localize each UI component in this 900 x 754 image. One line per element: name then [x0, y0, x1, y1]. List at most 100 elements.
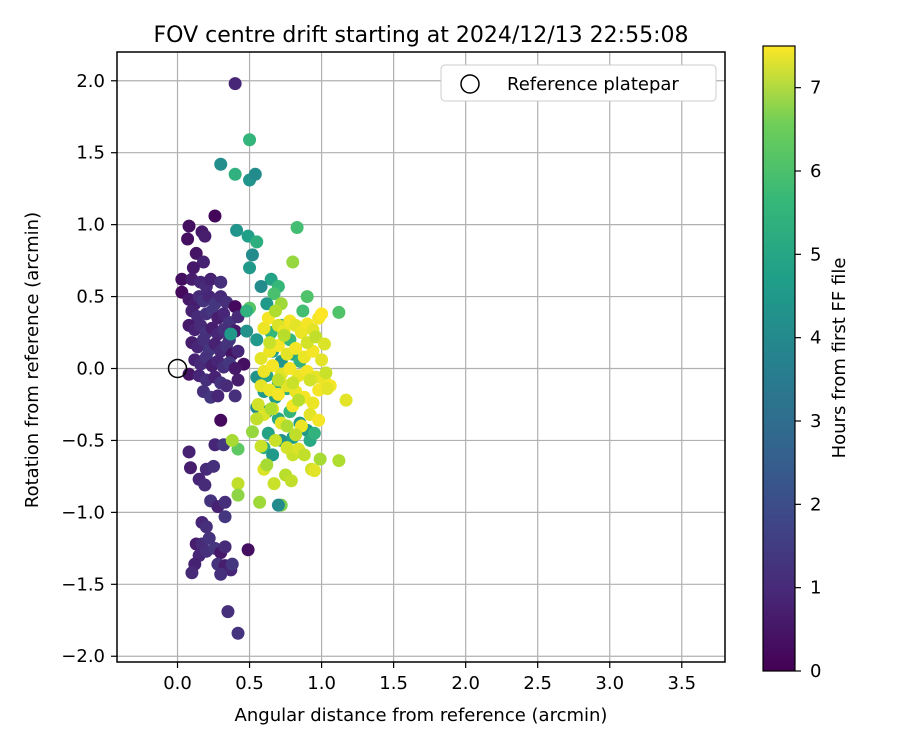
x-tick-label: 3.5 [667, 673, 696, 694]
x-tick-label: 1.5 [379, 673, 408, 694]
scatter-point [250, 412, 264, 426]
scatter-point [313, 452, 327, 466]
colorbar: 0 1 2 3 4 5 6 7 Hours from first FF file [762, 45, 850, 682]
scatter-point [315, 307, 329, 321]
scatter-point [315, 353, 329, 367]
scatter-point [198, 478, 212, 492]
scatter-point [182, 219, 196, 233]
y-tick-label: 0.0 [76, 359, 105, 380]
scatter-point [185, 566, 199, 580]
colorbar-tick-label: 3 [810, 411, 821, 432]
scatter-point [307, 426, 321, 440]
scatter-point [214, 275, 228, 289]
scatter-point [228, 389, 242, 403]
y-tick-label: −1.5 [61, 574, 105, 595]
scatter-point [228, 362, 242, 376]
scatter-point [204, 272, 218, 286]
scatter-point [260, 297, 274, 311]
scatter-point [254, 280, 268, 294]
scatter-point [267, 287, 281, 301]
scatter-point [257, 321, 271, 335]
x-tick-label: 3.0 [595, 673, 624, 694]
scatter-point [183, 461, 197, 475]
scatter-point [309, 330, 323, 344]
scatter-point [268, 433, 282, 447]
scatter-point [199, 520, 213, 534]
scatter-point [312, 413, 326, 427]
scatter-point [300, 290, 314, 304]
x-tick-label: 1.0 [307, 673, 336, 694]
scatter-point [228, 167, 242, 181]
scatter-point [225, 433, 239, 447]
scatter-point [196, 333, 210, 347]
colorbar-tick-label: 1 [810, 578, 821, 599]
colorbar-tick-label: 2 [810, 494, 821, 515]
colorbar-tick-label: 0 [810, 661, 821, 682]
scatter-point [289, 428, 303, 442]
x-tick-label: 0.5 [235, 673, 264, 694]
scatter-point [208, 209, 222, 223]
x-axis-label: Angular distance from reference (arcmin) [235, 705, 608, 726]
colorbar-tick-label: 4 [810, 328, 821, 349]
scatter-point [267, 477, 281, 491]
scatter-point [228, 77, 242, 91]
scatter-point [264, 402, 278, 416]
chart-title: FOV centre drift starting at 2024/12/13 … [154, 23, 689, 48]
scatter-point [225, 557, 239, 571]
scatter-point [231, 477, 245, 491]
scatter-point [202, 531, 216, 545]
scatter-point [268, 304, 282, 318]
scatter-point [319, 366, 333, 380]
y-tick-label: −1.0 [61, 502, 105, 523]
scatter-point [231, 626, 245, 640]
scatter-point [243, 261, 257, 275]
scatter-point [289, 341, 303, 355]
scatter-point [196, 255, 210, 269]
scatter-point [251, 397, 265, 411]
scatter-point [292, 393, 306, 407]
y-tick-label: 2.0 [76, 71, 105, 92]
scatter-point [303, 373, 317, 387]
scatter-point [332, 305, 346, 319]
scatter-point [182, 445, 196, 459]
scatter-point [277, 328, 291, 342]
scatter-point [286, 376, 300, 390]
scatter-point [214, 157, 228, 171]
scatter-point [297, 448, 311, 462]
scatter-point [266, 448, 280, 462]
scatter-point [286, 255, 300, 269]
colorbar-tick-label: 7 [810, 78, 821, 99]
scatter-point [250, 235, 264, 249]
scatter-point [254, 439, 268, 453]
y-tick-label: −0.5 [61, 430, 105, 451]
scatter-point [283, 362, 297, 376]
scatter-point [231, 373, 245, 387]
scatter-point [221, 605, 235, 619]
y-tick-label: 1.0 [76, 215, 105, 236]
scatter-point [230, 223, 244, 237]
y-axis-label: Rotation from reference (arcmin) [22, 212, 43, 508]
scatter-point [240, 304, 254, 318]
scatter-point [253, 495, 267, 509]
scatter-point [339, 393, 353, 407]
scatter-point [240, 324, 254, 338]
scatter-point [241, 543, 255, 557]
scatter-point [280, 419, 294, 433]
scatter-point [228, 300, 242, 314]
scatter-point [214, 567, 228, 581]
scatter-point [245, 425, 259, 439]
scatter-point [260, 458, 274, 472]
plot-frame [116, 51, 726, 663]
scatter-point [218, 540, 232, 554]
x-tick-label: 0.0 [163, 673, 192, 694]
scatter-point [271, 387, 285, 401]
scatter-point [248, 167, 262, 181]
scatter-points [175, 77, 353, 640]
scatter-point [254, 351, 268, 365]
colorbar-ticks: 0 1 2 3 4 5 6 7 [795, 78, 821, 682]
reference-platepar-marker [167, 358, 188, 379]
legend-marker-icon [460, 74, 480, 94]
scatter-point [266, 359, 280, 373]
